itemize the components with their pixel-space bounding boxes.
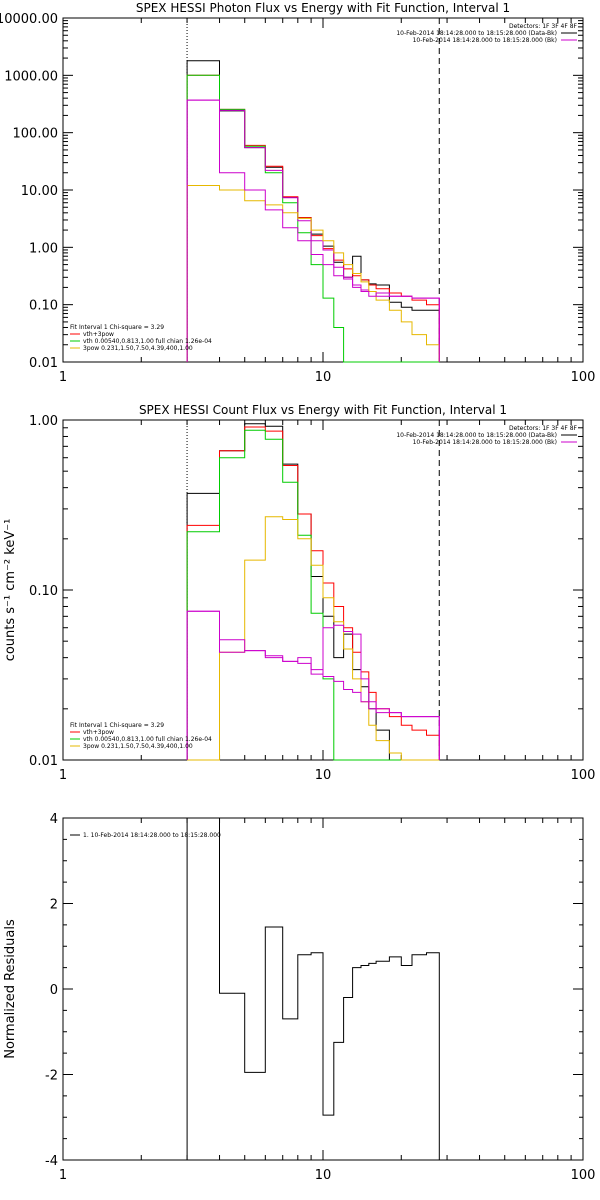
legend-entry: vth+3pow	[83, 331, 114, 338]
legend-fit-info: Fit Interval 1 Chi-square = 3.29	[70, 722, 164, 729]
legend-entry: 1. 10-Feb-2014 18:14:28.000 to 18:15:28.…	[83, 832, 221, 839]
legend-entry: 10-Feb-2014 18:14:28.000 to 18:15:28.000…	[413, 37, 557, 44]
chart-panel-2: 1 10 100 1.00 0.10 0.01 SPEX HESSI Count Flux …	[3, 403, 595, 783]
x-tick-label: 10	[315, 768, 332, 783]
x-tick-label: 100	[571, 1168, 596, 1183]
legend-entry: 10-Feb-2014 18:14:28.000 to 18:15:28.000…	[413, 439, 557, 446]
y-tick-label: 2	[50, 898, 58, 913]
y-tick-label: 1000.00	[4, 69, 58, 84]
chart-title: SPEX HESSI Photon Flux vs Energy with Fi…	[136, 1, 510, 15]
series-line-5	[186, 185, 440, 362]
plot-frame	[62, 17, 584, 363]
series-line-1	[186, 423, 440, 761]
legend-entry: 3pow 0.231,1.50,7.50,4.39,400,1.00	[83, 345, 193, 352]
y-tick-label: 100.00	[13, 127, 59, 142]
x-tick-label: 10	[315, 1168, 332, 1183]
y-axis-label: counts s⁻¹ cm⁻² keV⁻¹	[3, 519, 18, 662]
series-line-1	[186, 817, 440, 1160]
x-tick-label: 1	[59, 370, 67, 385]
y-tick-label: 0.01	[29, 754, 58, 769]
y-tick-label: 0	[50, 983, 58, 998]
series-line-3	[186, 429, 440, 761]
y-axis-label: Normalized Residuals	[3, 919, 18, 1059]
legend-entry: 10-Feb-2014 18:14:28.000 to 18:15:28.000…	[396, 30, 557, 37]
legend-detectors: Detectors: 1F 3F 4F 8F	[509, 23, 578, 30]
x-tick-label: 10	[315, 370, 332, 385]
legend-fit-info: Fit Interval 1 Chi-square = 3.29	[70, 324, 164, 331]
series-line-6	[186, 610, 440, 760]
y-tick-label: 0.10	[29, 299, 58, 314]
y-tick-label: 10000.00	[0, 12, 58, 27]
legend-entry: 3pow 0.231,1.50,7.50,4.39,400,1.00	[83, 743, 193, 750]
chart-panel-3: 1 10 100 4 2 0 -2 -4 Normalized Residuals 1. 10-F…	[3, 812, 595, 1183]
x-tick-label: 100	[571, 370, 596, 385]
x-tick-label: 100	[571, 768, 596, 783]
series-line-2	[186, 426, 440, 760]
y-tick-label: 10.00	[21, 184, 58, 199]
legend-detectors: Detectors: 1F 3F 4F 8F	[509, 425, 578, 432]
x-tick-label: 1	[59, 768, 67, 783]
y-tick-label: -4	[45, 1154, 58, 1169]
y-tick-label: 1.00	[29, 241, 58, 256]
chart-panel-1: 1 10 100 10000.00 1000.00 100.00 10.00 1.00 0.10…	[0, 1, 595, 385]
y-tick-label: 0.01	[29, 356, 58, 371]
y-tick-label: -2	[45, 1069, 58, 1084]
x-tick-label: 1	[59, 1168, 67, 1183]
y-tick-label: 1.00	[29, 414, 58, 429]
legend-entry: 10-Feb-2014 18:14:28.000 to 18:15:28.000…	[396, 432, 557, 439]
series-line-5	[186, 610, 440, 760]
series-line-4	[186, 99, 440, 362]
legend-entry: vth 0.00540,0.813,1.00 full chian 1.26e-…	[83, 338, 212, 345]
legend-entry: vth+3pow	[83, 729, 114, 736]
series-line-4	[187, 516, 440, 761]
chart-title: SPEX HESSI Count Flux vs Energy with Fit…	[139, 403, 507, 417]
legend-entry: vth 0.00540,0.813,1.00 full chian 1.26e-…	[83, 736, 212, 743]
y-tick-label: 0.10	[29, 584, 58, 599]
y-tick-label: 4	[50, 812, 58, 827]
series-line-6	[186, 99, 440, 362]
